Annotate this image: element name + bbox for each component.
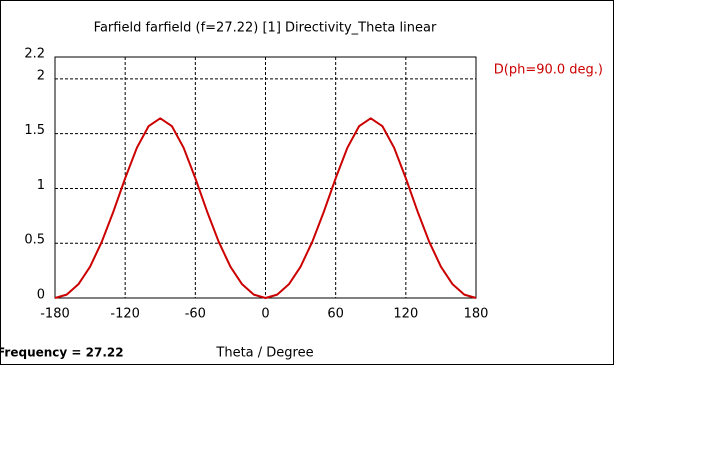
- footer: Frequency = 27.22: [0, 346, 124, 360]
- y-tick-label: 0: [37, 288, 45, 303]
- data-line: [54, 117, 477, 299]
- y-tick-label: 2: [37, 68, 45, 83]
- window-frame: [0, 0, 614, 365]
- legend-entry: D(ph=90.0 deg.): [494, 63, 603, 78]
- y-tick-label: 0.5: [24, 233, 45, 248]
- x-tick-label: 180: [464, 307, 489, 322]
- y-tick-label: 1: [37, 178, 45, 193]
- x-tick-label: -120: [110, 307, 140, 322]
- x-tick-label: -60: [185, 307, 206, 322]
- y-tick-label: 1.5: [24, 123, 45, 138]
- chart-title: Farfield farfield (f=27.22) [1] Directiv…: [94, 21, 437, 36]
- x-tick-label: 0: [261, 307, 269, 322]
- x-tick-label: 60: [327, 307, 344, 322]
- x-tick-label: -180: [40, 307, 70, 322]
- x-axis-label: Theta / Degree: [215, 346, 313, 361]
- y-tick-label: 2.2: [24, 47, 45, 62]
- x-tick-label: 120: [393, 307, 418, 322]
